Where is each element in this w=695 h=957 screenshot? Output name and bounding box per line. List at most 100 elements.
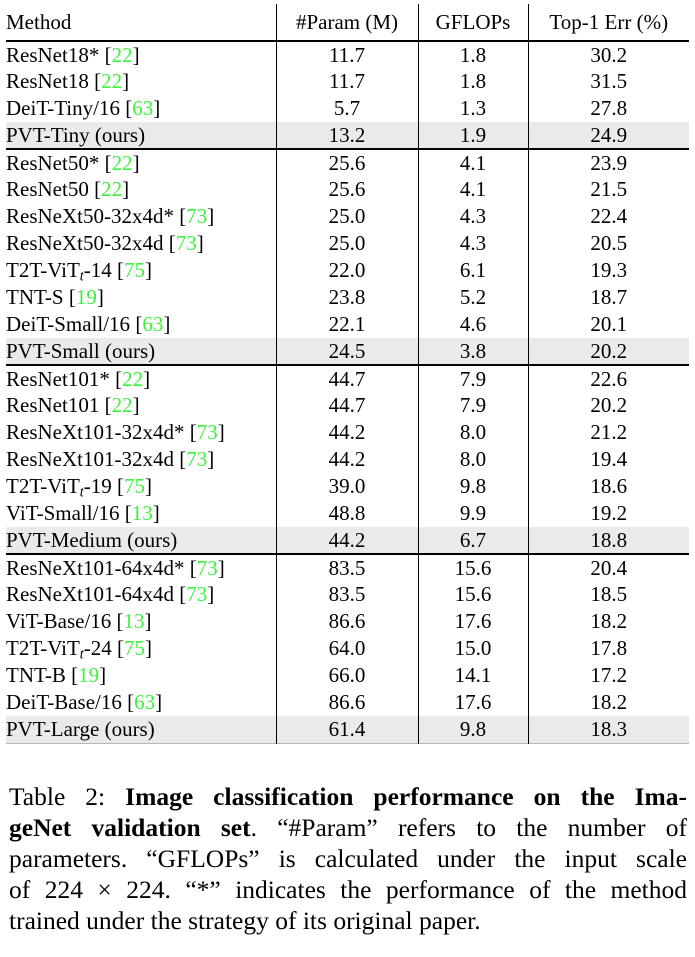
gflops-cell: 4.3 bbox=[417, 203, 528, 230]
citation-link[interactable]: 73 bbox=[175, 231, 197, 255]
citation-link[interactable]: 63 bbox=[134, 690, 156, 714]
err-cell: 24.9 bbox=[527, 122, 689, 149]
citation-link[interactable]: 22 bbox=[122, 366, 144, 391]
citation-link[interactable]: 22 bbox=[111, 42, 133, 67]
err-cell: 20.5 bbox=[527, 230, 689, 257]
table-row: TNT-B [19] 66.0 14.1 17.2 bbox=[6, 662, 689, 689]
gflops-cell: 4.1 bbox=[417, 176, 528, 203]
citation-link[interactable]: 73 bbox=[196, 420, 218, 444]
citation-link[interactable]: 75 bbox=[124, 258, 146, 282]
table-row-ours: PVT-Small (ours) 24.5 3.8 20.2 bbox=[6, 338, 689, 365]
method-cell: DeiT-Base/16 [63] bbox=[6, 690, 163, 714]
method-cell: T2T-ViTt-24 [75] bbox=[6, 636, 153, 662]
method-cell: ResNet50 [22] bbox=[6, 177, 130, 201]
gflops-cell: 15.6 bbox=[417, 581, 528, 608]
param-cell: 22.0 bbox=[275, 257, 418, 284]
citation-link[interactable]: 75 bbox=[124, 474, 146, 498]
err-cell: 18.2 bbox=[527, 608, 689, 635]
gflops-cell: 15.6 bbox=[417, 553, 528, 581]
citation-link[interactable]: 73 bbox=[186, 204, 208, 228]
table-row: TNT-S [19] 23.8 5.2 18.7 bbox=[6, 284, 689, 311]
method-name: ResNeXt101-64x4d* bbox=[6, 555, 185, 580]
param-cell: 25.0 bbox=[275, 230, 418, 257]
method-name: T2T-ViT bbox=[6, 636, 80, 660]
caption-text: of 224 × 224. “*” indicates the performa… bbox=[9, 875, 687, 905]
err-cell: 19.3 bbox=[527, 257, 689, 284]
table-row: DeiT-Base/16 [63] 86.6 17.6 18.2 bbox=[6, 689, 689, 716]
err-cell: 17.2 bbox=[527, 662, 689, 689]
method-cell: ResNeXt101-32x4d* [73] bbox=[6, 420, 225, 444]
citation-link[interactable]: 13 bbox=[131, 501, 153, 525]
method-name: ResNeXt50-32x4d* bbox=[6, 204, 174, 228]
table-caption: Table 2: Image classification performanc… bbox=[9, 781, 687, 937]
gflops-cell: 6.7 bbox=[417, 527, 528, 554]
err-cell: 18.8 bbox=[527, 527, 689, 554]
table-row: ResNet50* [22] 25.6 4.1 23.9 bbox=[6, 148, 689, 176]
method-cell: ResNeXt50-32x4d [73] bbox=[6, 231, 204, 255]
table-row-ours: PVT-Large (ours) 61.4 9.8 18.3 bbox=[6, 716, 689, 743]
param-cell: 86.6 bbox=[275, 608, 418, 635]
column-header-param-m: #Param (M) bbox=[275, 4, 418, 42]
citation-link[interactable]: 73 bbox=[196, 555, 218, 580]
method-name: T2T-ViT bbox=[6, 258, 80, 282]
param-cell: 44.7 bbox=[275, 392, 418, 419]
table-row-ours: PVT-Medium (ours) 44.2 6.7 18.8 bbox=[6, 527, 689, 554]
citation-link[interactable]: 63 bbox=[142, 312, 164, 336]
err-cell: 18.3 bbox=[527, 716, 689, 743]
citation-link[interactable]: 22 bbox=[111, 393, 133, 417]
citation-link[interactable]: 22 bbox=[111, 150, 133, 175]
method-cell: TNT-B [19] bbox=[6, 663, 107, 687]
err-cell: 18.2 bbox=[527, 689, 689, 716]
method-name: PVT-Small (ours) bbox=[6, 338, 156, 363]
param-cell: 22.1 bbox=[275, 311, 418, 338]
gflops-cell: 9.8 bbox=[417, 473, 528, 500]
gflops-cell: 1.9 bbox=[417, 122, 528, 149]
param-cell: 25.6 bbox=[275, 176, 418, 203]
method-cell: ResNet101 [22] bbox=[6, 393, 140, 417]
method-name: ViT-Base/16 bbox=[6, 609, 112, 633]
err-cell: 18.5 bbox=[527, 581, 689, 608]
err-cell: 19.4 bbox=[527, 446, 689, 473]
table-row: ResNet101* [22] 44.7 7.9 22.6 bbox=[6, 364, 689, 392]
method-cell: ViT-Small/16 [13] bbox=[6, 501, 160, 525]
citation-link[interactable]: 22 bbox=[101, 69, 123, 93]
method-name: DeiT-Small/16 bbox=[6, 312, 131, 336]
method-name: ResNeXt101-64x4d bbox=[6, 582, 174, 606]
err-cell: 20.1 bbox=[527, 311, 689, 338]
table-row: ResNeXt101-32x4d* [73] 44.2 8.0 21.2 bbox=[6, 419, 689, 446]
citation-link[interactable]: 63 bbox=[132, 96, 154, 120]
citation-link[interactable]: 22 bbox=[101, 177, 123, 201]
citation-link[interactable]: 13 bbox=[123, 609, 145, 633]
param-cell: 11.7 bbox=[275, 41, 418, 68]
citation-link[interactable]: 73 bbox=[186, 582, 208, 606]
method-cell: ResNet18 [22] bbox=[6, 69, 130, 93]
gflops-cell: 1.3 bbox=[417, 95, 528, 122]
citation-link[interactable]: 19 bbox=[78, 663, 100, 687]
gflops-cell: 1.8 bbox=[417, 68, 528, 95]
citation-link[interactable]: 75 bbox=[124, 636, 146, 660]
citation-link[interactable]: 19 bbox=[75, 285, 97, 309]
gflops-cell: 1.8 bbox=[417, 41, 528, 68]
param-cell: 66.0 bbox=[275, 662, 418, 689]
method-cell: ResNeXt101-64x4d [73] bbox=[6, 582, 215, 606]
table-header-row: Method #Param (M) GFLOPs Top-1 Err (%) bbox=[6, 4, 689, 42]
table-row: ResNeXt101-64x4d [73] 83.5 15.6 18.5 bbox=[6, 581, 689, 608]
caption-line: geNet validation set. “#Param” refers to… bbox=[9, 812, 687, 843]
param-cell: 64.0 bbox=[275, 635, 418, 662]
method-name: ResNet101 bbox=[6, 393, 100, 417]
method-cell: ViT-Base/16 [13] bbox=[6, 609, 152, 633]
table-row: DeiT-Small/16 [63] 22.1 4.6 20.1 bbox=[6, 311, 689, 338]
method-name: -19 bbox=[83, 474, 112, 498]
method-name: -24 bbox=[83, 636, 112, 660]
method-name: PVT-Large (ours) bbox=[6, 716, 155, 741]
err-cell: 21.5 bbox=[527, 176, 689, 203]
method-cell: ResNet101* [22] bbox=[6, 364, 276, 392]
err-cell: 20.4 bbox=[527, 553, 689, 581]
param-cell: 5.7 bbox=[275, 95, 418, 122]
param-cell: 44.2 bbox=[275, 527, 418, 554]
caption-text: . “#Param” refers to the number of bbox=[250, 812, 687, 842]
method-name: ViT-Small/16 bbox=[6, 501, 120, 525]
citation-link[interactable]: 73 bbox=[186, 447, 208, 471]
method-subscript: t bbox=[79, 484, 84, 500]
param-cell: 44.2 bbox=[275, 446, 418, 473]
